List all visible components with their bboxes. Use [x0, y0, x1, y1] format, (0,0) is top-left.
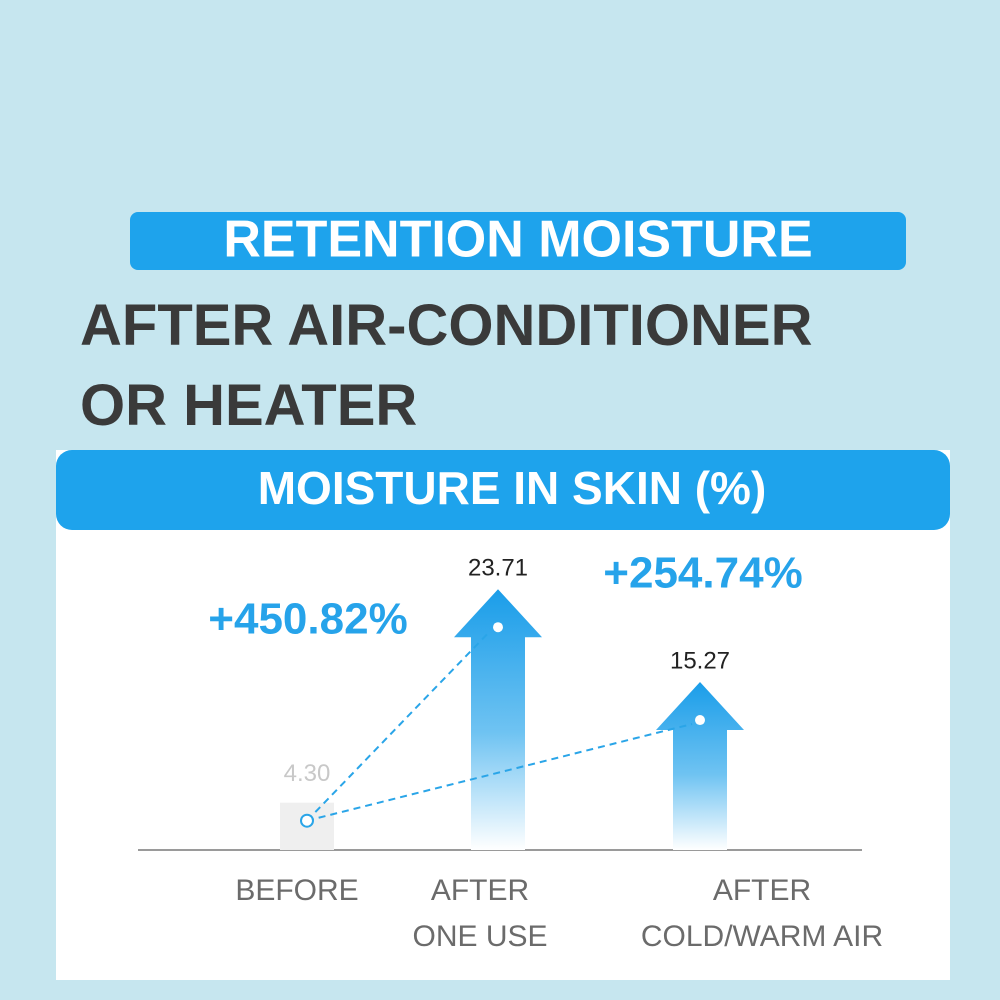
arrow-dot	[695, 715, 705, 726]
arrow-dot	[493, 622, 503, 633]
annotation: +450.82%	[208, 595, 407, 644]
connector	[306, 630, 491, 822]
x-tick-label: BEFORE	[235, 874, 359, 907]
arrow-bar	[656, 682, 744, 850]
annotation: +254.74%	[603, 549, 802, 598]
connector	[306, 723, 693, 822]
chart-title: MOISTURE IN SKIN (%)	[258, 462, 767, 514]
x-tick-label: AFTER ONE USE	[412, 874, 548, 953]
value-label: 4.30	[284, 760, 331, 787]
x-tick-label: AFTER COLD/WARM AIR	[640, 874, 884, 953]
headline-highlight: RETENTION MOISTURE	[223, 211, 812, 269]
before-dot	[300, 813, 314, 828]
headline-line: AFTER AIR-CONDITIONER	[80, 293, 812, 358]
value-label: 23.71	[468, 555, 528, 582]
value-label: 15.27	[670, 647, 730, 674]
headline-line: OR HEATER	[80, 373, 417, 438]
highlight-box	[130, 212, 906, 270]
arrow-bar	[454, 589, 542, 850]
chart-header	[56, 450, 950, 530]
